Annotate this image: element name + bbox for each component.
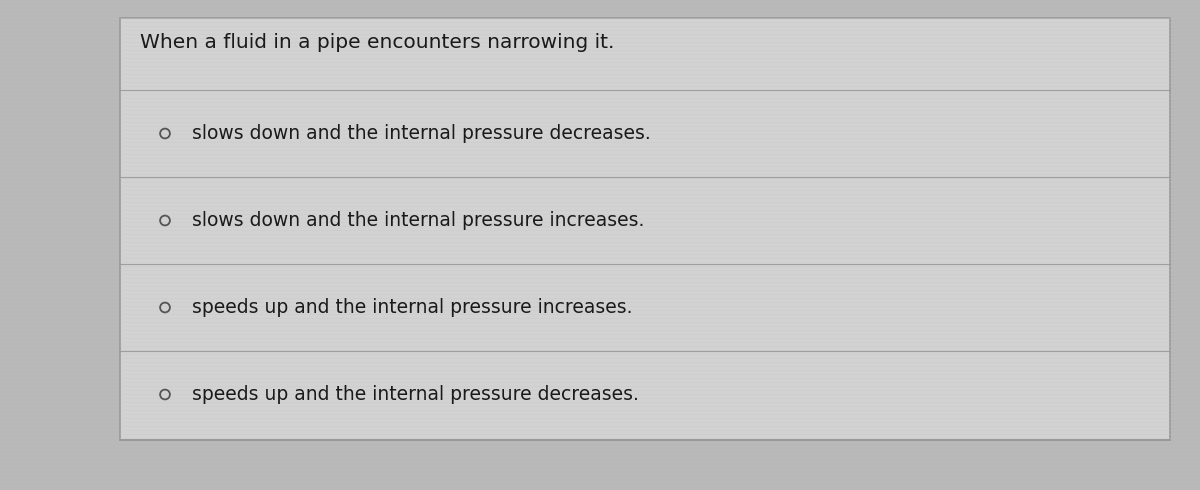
Text: slows down and the internal pressure increases.: slows down and the internal pressure inc… (192, 211, 644, 230)
Text: speeds up and the internal pressure decreases.: speeds up and the internal pressure decr… (192, 385, 638, 404)
Text: speeds up and the internal pressure increases.: speeds up and the internal pressure incr… (192, 298, 632, 317)
Text: When a fluid in a pipe encounters narrowing it.: When a fluid in a pipe encounters narrow… (140, 33, 614, 52)
FancyBboxPatch shape (120, 18, 1170, 440)
Text: slows down and the internal pressure decreases.: slows down and the internal pressure dec… (192, 124, 650, 143)
